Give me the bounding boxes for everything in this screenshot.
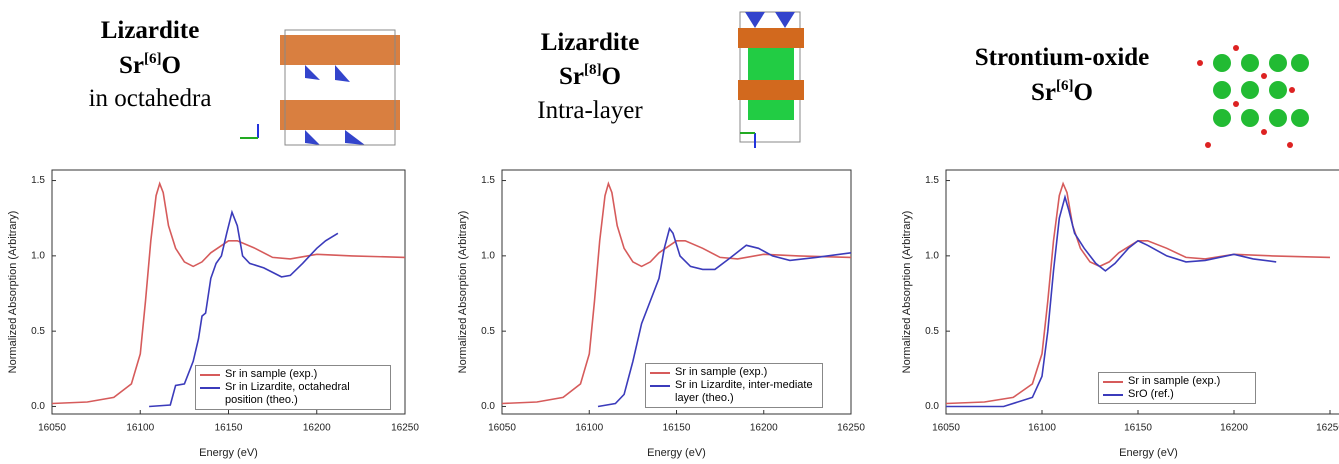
crystal-lizardite-intra [738,12,804,148]
formula-base: Sr [119,52,144,79]
legend-swatch [200,374,220,376]
legend-label: Sr in sample (exp.) [1128,375,1220,388]
y-axis-label: Normalized Absorption (Arbitrary) [7,211,19,374]
formula-sup: [6] [144,51,162,67]
x-axis-label: Energy (eV) [1119,447,1178,459]
legend-label: Sr in sample (exp.) [225,368,317,381]
y-tick-label: 1.0 [925,250,939,261]
chart-subtitle: Intra-layer [537,97,643,124]
legend-label: Sr in Lizardite, inter-mediate layer (th… [675,379,818,405]
formula-tail: O [602,63,621,90]
formula-tail: O [1074,79,1093,106]
legend-entry: Sr in Lizardite, octahedral position (th… [200,381,386,407]
chart-title: Lizardite [541,29,640,56]
formula-sup: [6] [1056,78,1074,94]
y-axis-label: Normalized Absorption (Arbitrary) [901,211,913,374]
x-tick-label: 16100 [575,423,603,434]
y-tick-label: 0.0 [481,401,495,412]
y-tick-label: 1.5 [481,175,495,186]
y-tick-label: 1.0 [31,250,45,261]
y-axis-label: Normalized Absorption (Arbitrary) [457,211,469,374]
legend: Sr in sample (exp.)SrO (ref.) [1098,372,1256,404]
y-tick-label: 0.5 [31,326,45,337]
legend-entry: Sr in sample (exp.) [200,368,386,381]
x-tick-label: 16150 [1124,423,1152,434]
legend-entry: Sr in Lizardite, inter-mediate layer (th… [650,379,818,405]
y-tick-label: 1.5 [925,175,939,186]
legend-swatch [650,385,670,387]
legend-swatch [1103,394,1123,396]
crystal-lizardite-oct [240,30,400,145]
y-tick-label: 0.0 [31,401,45,412]
chart-title: Lizardite [101,17,200,44]
x-axis-label: Energy (eV) [647,447,706,459]
x-tick-label: 16200 [1220,423,1248,434]
formula-base: Sr [559,63,584,90]
formula-sup: [8] [584,62,602,78]
crystal-sro [1197,45,1309,148]
y-tick-label: 0.0 [925,401,939,412]
legend: Sr in sample (exp.)Sr in Lizardite, inte… [645,363,823,408]
x-tick-label: 16250 [837,423,865,434]
x-tick-label: 16050 [932,423,960,434]
x-tick-label: 16200 [303,423,331,434]
chart-title: Strontium-oxide [975,44,1150,71]
x-tick-label: 16050 [488,423,516,434]
y-tick-label: 1.5 [31,175,45,186]
legend: Sr in sample (exp.)Sr in Lizardite, octa… [195,365,391,410]
legend-label: Sr in Lizardite, octahedral position (th… [225,381,386,407]
legend-label: SrO (ref.) [1128,388,1174,401]
legend-entry: Sr in sample (exp.) [1103,375,1251,388]
formula-base: Sr [1031,79,1056,106]
formula: Sr[6]O [119,51,181,79]
x-tick-label: 16100 [126,423,154,434]
legend-entry: Sr in sample (exp.) [650,366,818,379]
chart-subtitle: in octahedra [89,85,212,112]
x-tick-label: 16050 [38,423,66,434]
legend-swatch [1103,381,1123,383]
y-tick-label: 1.0 [481,250,495,261]
y-tick-label: 0.5 [481,326,495,337]
legend-swatch [200,387,220,389]
x-tick-label: 16200 [750,423,778,434]
legend-label: Sr in sample (exp.) [675,366,767,379]
y-tick-label: 0.5 [925,326,939,337]
x-tick-label: 16150 [215,423,243,434]
formula-tail: O [162,52,181,79]
x-axis-label: Energy (eV) [199,447,258,459]
x-tick-label: 16250 [1316,423,1339,434]
page: LizarditeSr[6]Oin octahedra0.00.51.01.51… [0,0,1339,464]
legend-swatch [650,372,670,374]
legend-entry: SrO (ref.) [1103,388,1251,401]
x-tick-label: 16250 [391,423,419,434]
formula: Sr[6]O [1031,78,1093,106]
x-tick-label: 16100 [1028,423,1056,434]
formula: Sr[8]O [559,62,621,90]
x-tick-label: 16150 [663,423,691,434]
data-line [946,184,1330,404]
